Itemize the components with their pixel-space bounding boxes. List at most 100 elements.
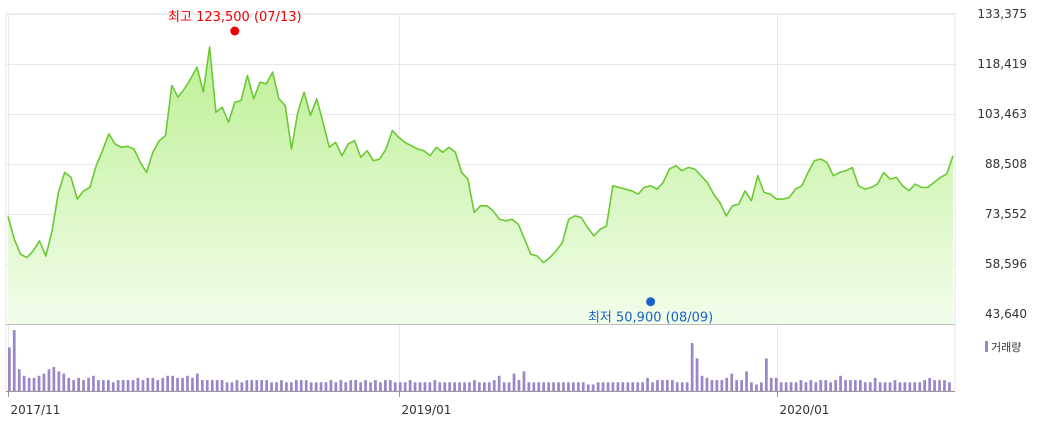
volume-bar — [235, 380, 239, 391]
volume-bar — [354, 380, 357, 391]
volume-bar — [359, 382, 362, 391]
volume-bar — [418, 382, 422, 391]
volume-bar — [735, 380, 738, 391]
volume-bar — [389, 380, 392, 391]
volume-bar — [621, 382, 625, 391]
volume-bar — [859, 380, 862, 391]
volume-bar — [116, 380, 120, 391]
volume-bar — [329, 380, 333, 391]
volume-bar — [478, 382, 481, 391]
volume-bar — [230, 382, 234, 391]
volume-bar — [938, 380, 941, 391]
volume-bar — [453, 382, 456, 391]
price-tick-label: 73,552 — [985, 207, 1027, 221]
volume-bars — [8, 330, 951, 392]
volume-bar — [458, 382, 461, 391]
volume-bar — [755, 384, 758, 391]
volume-bar — [601, 382, 605, 391]
volume-bar — [42, 373, 46, 391]
price-tick-label: 103,463 — [977, 107, 1027, 121]
price-tick-label: 88,508 — [985, 157, 1027, 171]
volume-bar — [774, 377, 778, 391]
volume-bar — [270, 382, 273, 391]
volume-bar — [275, 382, 278, 391]
volume-bar — [943, 380, 946, 391]
volume-bar — [403, 382, 407, 391]
volume-bar — [710, 380, 714, 391]
volume-bar — [240, 382, 244, 391]
volume-bar — [290, 382, 293, 391]
volume-bar — [651, 382, 654, 391]
volume-bar — [700, 375, 704, 392]
price-series-line — [7, 46, 954, 264]
date-axis: 2017/11 2019/01 2020/01 — [8, 391, 830, 417]
volume-bar — [596, 382, 600, 391]
volume-bar — [666, 380, 669, 391]
high-point — [230, 26, 240, 36]
volume-bar — [220, 380, 224, 391]
volume-bar — [547, 382, 550, 391]
volume-bar — [769, 377, 773, 391]
volume-bar — [295, 380, 298, 391]
volume-bar — [577, 382, 580, 391]
volume-bar — [473, 380, 476, 391]
volume-bar — [824, 380, 828, 391]
volume-bar — [433, 380, 437, 391]
volume-bar — [671, 380, 674, 391]
volume-bar — [255, 380, 259, 391]
volume-bar — [675, 382, 679, 391]
volume-bar — [131, 380, 135, 391]
volume-bar — [22, 375, 26, 392]
high-marker: 최고 123,500 (07/13) — [168, 10, 302, 36]
volume-bar — [641, 382, 644, 391]
volume-bar — [636, 382, 640, 391]
price-tick-label: 118,419 — [977, 57, 1027, 71]
volume-bar — [591, 384, 595, 391]
date-tick-label: 2020/01 — [780, 403, 830, 417]
price-axis-labels: 133,375 118,419 103,463 88,508 73,552 58,596 4… — [977, 7, 1027, 321]
volume-bar — [265, 380, 268, 391]
volume-bar — [121, 380, 125, 391]
volume-bar — [893, 380, 897, 391]
volume-bar — [77, 377, 80, 391]
volume-bar — [181, 377, 184, 391]
volume-bar — [779, 382, 783, 391]
volume-bar — [765, 358, 768, 391]
price-tick-label: 58,596 — [985, 257, 1027, 271]
volume-bar — [102, 380, 105, 391]
volume-bar — [141, 380, 145, 391]
volume-bar — [374, 380, 377, 391]
low-annotation: 최저 50,900 (08/09) — [588, 311, 713, 326]
volume-bar — [166, 375, 169, 392]
volume-bar — [339, 380, 343, 391]
volume-bar — [497, 375, 501, 392]
volume-bar — [487, 382, 491, 391]
volume-bar — [908, 382, 912, 391]
volume-bar — [225, 382, 229, 391]
volume-bar — [483, 382, 486, 391]
volume-bar — [82, 380, 85, 391]
volume-bar — [903, 382, 907, 391]
volume-bar — [557, 382, 560, 391]
volume-bar — [572, 382, 575, 391]
volume-bar — [393, 382, 397, 391]
date-tick-label: 2019/01 — [402, 403, 452, 417]
volume-bar — [428, 382, 432, 391]
date-tick-label: 2017/11 — [11, 403, 61, 417]
volume-bar — [260, 380, 263, 391]
volume-bar — [210, 380, 214, 391]
volume-bar — [819, 380, 823, 391]
volume-bar — [680, 382, 684, 391]
volume-bar — [685, 382, 689, 391]
volume-bar — [705, 377, 709, 391]
volume-bar — [799, 380, 803, 391]
volume-bar — [107, 380, 110, 391]
volume-bar — [319, 382, 323, 391]
volume-bar — [369, 382, 372, 391]
low-marker: 최저 50,900 (08/09) — [588, 297, 713, 326]
volume-bar — [309, 382, 313, 391]
volume-bar — [928, 377, 931, 391]
price-tick-label: 43,640 — [985, 307, 1027, 321]
volume-bar — [191, 377, 194, 391]
